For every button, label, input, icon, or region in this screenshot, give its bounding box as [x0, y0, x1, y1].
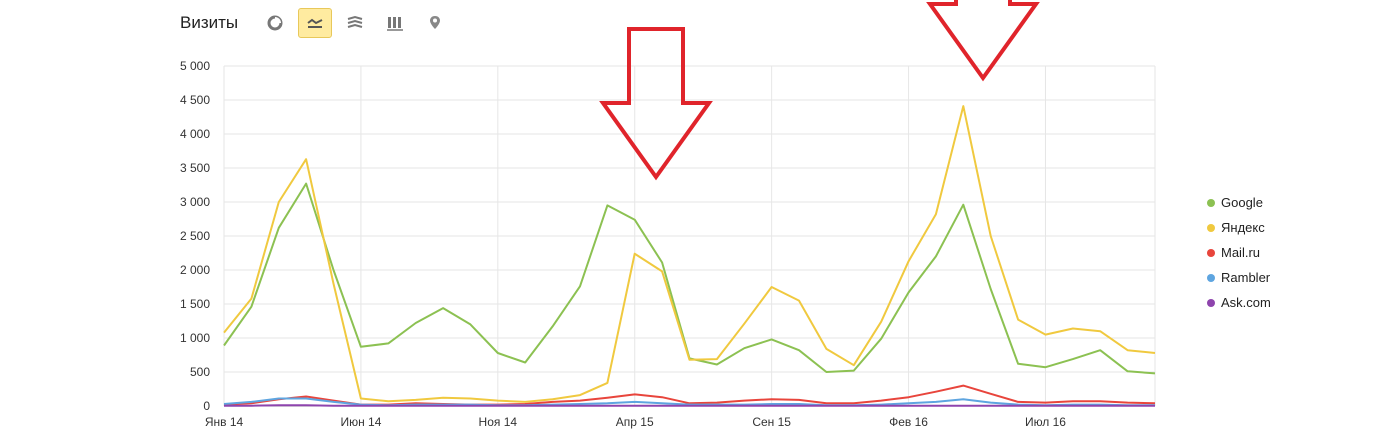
- legend-item[interactable]: Google: [1207, 190, 1271, 215]
- x-tick-label: Сен 15: [752, 415, 791, 429]
- area-chart-button[interactable]: [338, 8, 372, 38]
- area-chart-icon: [347, 15, 363, 28]
- series-line-mail-ru: [223, 384, 1156, 406]
- bar-chart-button[interactable]: [378, 8, 412, 38]
- pie-chart-icon: [267, 15, 283, 31]
- annotation-arrow-apr-15: [599, 27, 713, 181]
- annotation-arrow-mar-16: [926, 0, 1040, 82]
- legend-item[interactable]: Ask.com: [1207, 290, 1271, 315]
- y-tick-label: 1 500: [180, 297, 210, 311]
- y-tick-label: 500: [190, 365, 210, 379]
- y-tick-label: 4 000: [180, 127, 210, 141]
- bar-chart-icon: [387, 17, 404, 31]
- x-tick-label: Июн 14: [340, 415, 381, 429]
- legend-label: Rambler: [1221, 270, 1271, 285]
- legend-label: Mail.ru: [1221, 245, 1261, 260]
- y-tick-label: 4 500: [180, 93, 210, 107]
- y-tick-label: 2 500: [180, 229, 210, 243]
- x-tick-label: Янв 14: [205, 415, 244, 429]
- chart-header: Визиты: [180, 6, 458, 40]
- legend-color-dot: [1207, 223, 1215, 232]
- line-chart-button[interactable]: [298, 8, 333, 38]
- y-tick-label: 0: [203, 399, 210, 413]
- legend-color-dot: [1207, 273, 1215, 282]
- map-pin-icon: [430, 16, 441, 29]
- legend-item[interactable]: Mail.ru: [1207, 240, 1271, 265]
- legend-label: Яндекс: [1221, 220, 1265, 235]
- legend-item[interactable]: Яндекс: [1207, 215, 1271, 240]
- map-button[interactable]: [418, 8, 452, 38]
- chart-title: Визиты: [180, 13, 239, 32]
- y-tick-label: 3 000: [180, 195, 210, 209]
- chart-legend: Google Яндекс Mail.ru Rambler Ask.com: [1207, 190, 1271, 315]
- pie-chart-button[interactable]: [258, 8, 292, 38]
- legend-item[interactable]: Rambler: [1207, 265, 1271, 290]
- series-line-google: [223, 182, 1156, 375]
- line-chart-icon: [307, 18, 323, 28]
- legend-color-dot: [1207, 298, 1215, 307]
- legend-label: Google: [1221, 195, 1263, 210]
- y-tick-label: 5 000: [180, 59, 210, 73]
- series-line-яндекс: [223, 105, 1156, 403]
- y-tick-label: 3 500: [180, 161, 210, 175]
- legend-color-dot: [1207, 198, 1215, 207]
- legend-label: Ask.com: [1221, 295, 1271, 310]
- x-tick-label: Фев 16: [889, 415, 928, 429]
- x-tick-label: Ноя 14: [479, 415, 518, 429]
- x-tick-label: Апр 15: [616, 415, 654, 429]
- x-tick-label: Июл 16: [1025, 415, 1066, 429]
- y-tick-label: 1 000: [180, 331, 210, 345]
- legend-color-dot: [1207, 248, 1215, 257]
- y-tick-label: 2 000: [180, 263, 210, 277]
